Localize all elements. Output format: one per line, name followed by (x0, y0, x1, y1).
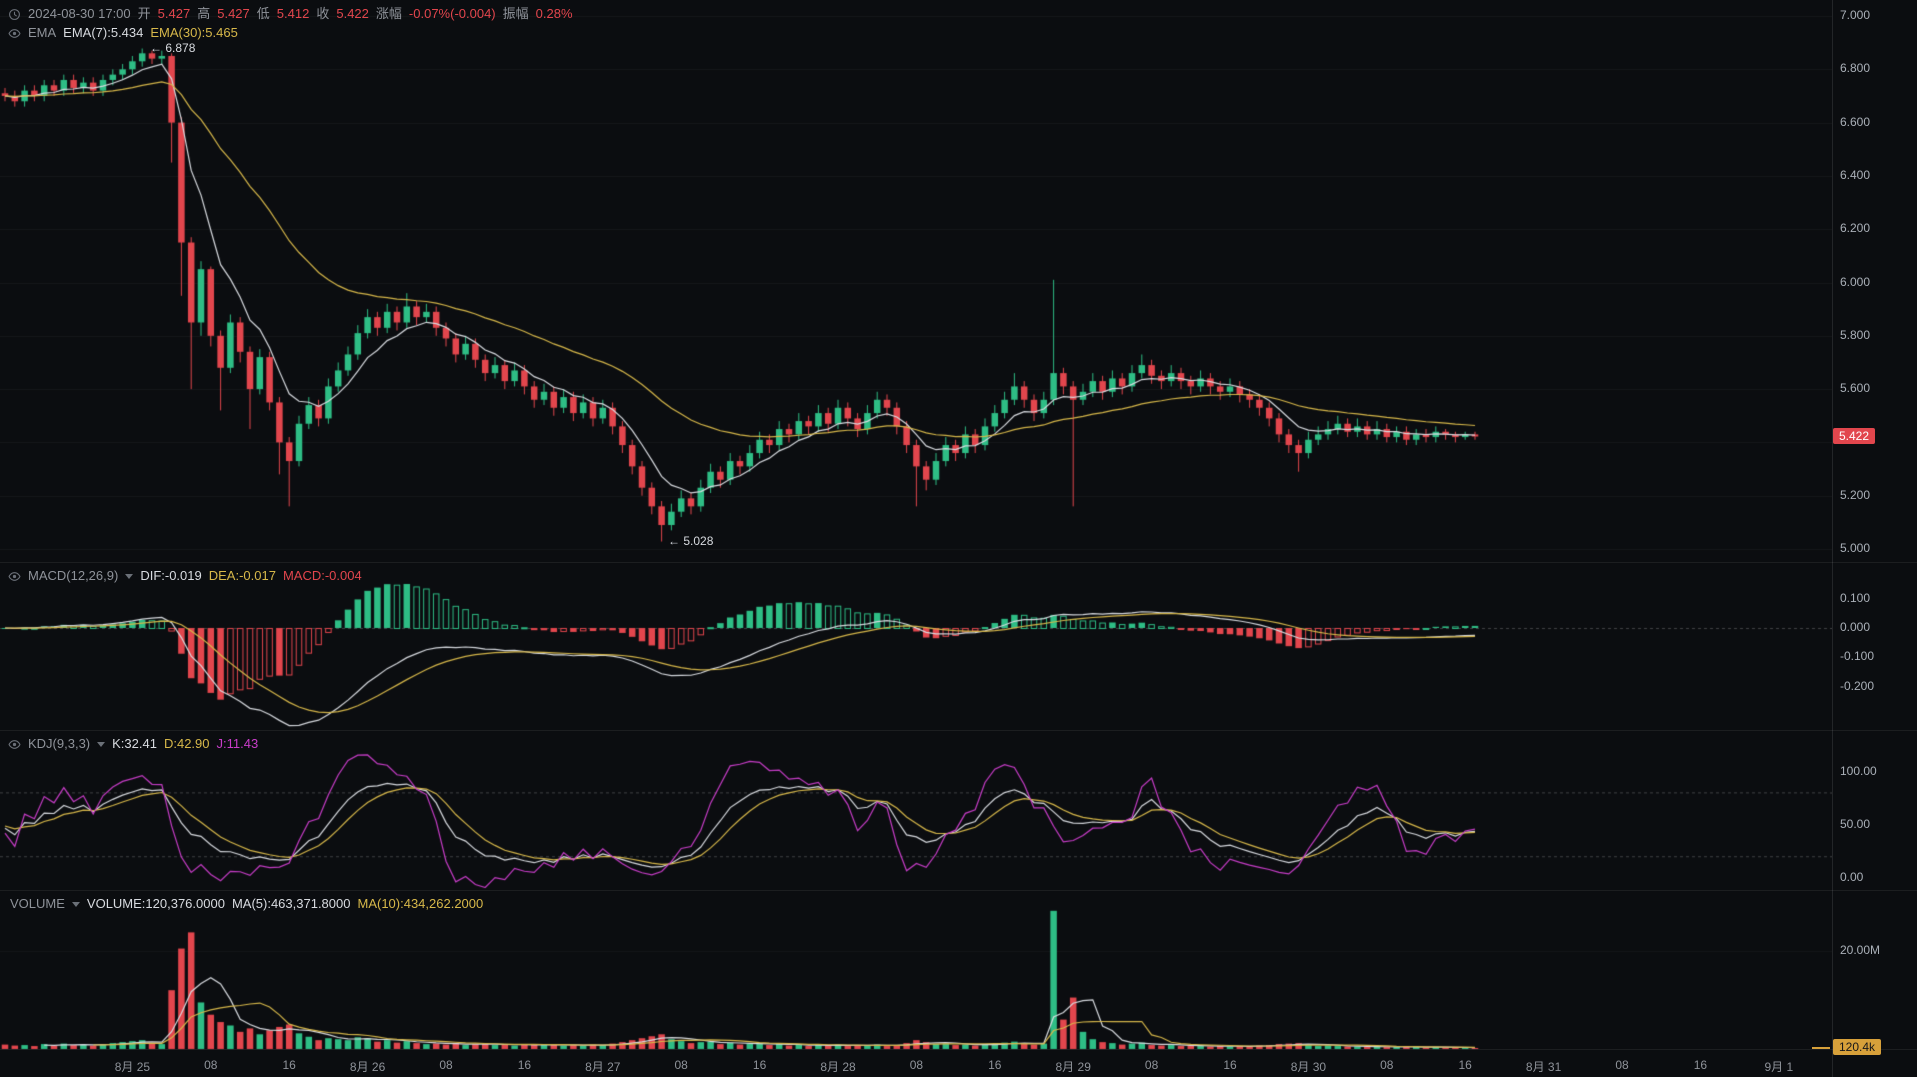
time-axis-label[interactable]: 16 (282, 1058, 296, 1072)
volume-ma5-value: MA(5):463,371.8000 (231, 896, 351, 911)
volume-ma10-value: MA(10):434,262.2000 (357, 896, 484, 911)
macd-header: MACD(12,26,9) DIF:-0.019 DEA:-0.017 MACD… (8, 568, 362, 584)
time-axis-label[interactable]: 16 (1223, 1058, 1237, 1072)
volume-value: VOLUME:120,376.0000 (86, 896, 225, 911)
panel-divider-volume (0, 890, 1917, 891)
macd-axis-label: 0.000 (1840, 620, 1871, 634)
macd-hist-value: MACD:-0.004 (282, 568, 362, 583)
price-axis-label: 6.200 (1840, 221, 1871, 236)
time-axis-label[interactable]: 8月 29 (1055, 1060, 1091, 1074)
kdj-axis-label: 50.00 (1840, 816, 1871, 831)
ohlc-field-value: 5.427 (217, 6, 250, 21)
time-axis-label[interactable]: 08 (1380, 1058, 1394, 1072)
low-annotation: ← 5.028 (668, 534, 714, 548)
time-axis-label[interactable]: 08 (1144, 1058, 1159, 1072)
time-axis-label[interactable]: 8月 30 (1290, 1060, 1327, 1074)
time-axis-label[interactable]: 08 (674, 1058, 688, 1072)
chevron-down-icon[interactable] (97, 741, 106, 747)
ema-bar: EMA EMA(7):5.434 EMA(30):5.465 (8, 25, 238, 41)
macd-axis-label: -0.200 (1840, 678, 1875, 693)
price-axis-label: 7.000 (1840, 8, 1871, 22)
candlestick-chart-canvas[interactable] (0, 0, 1832, 1077)
macd-dif-value: DIF:-0.019 (140, 568, 202, 583)
panel-divider-kdj (0, 730, 1917, 731)
kdj-indicator-name[interactable]: KDJ(9,3,3) (28, 736, 91, 751)
ohlc-bar: 2024-08-30 17:00 开 5.427 高 5.427 低 5.412 收 5.42… (8, 6, 573, 22)
time-axis-label[interactable]: 08 (204, 1058, 218, 1072)
kdj-axis-label: 100.00 (1840, 763, 1877, 778)
time-axis-label[interactable]: 08 (1615, 1058, 1629, 1072)
time-axis-label[interactable]: 8月 27 (585, 1060, 621, 1074)
eye-icon[interactable] (8, 27, 21, 40)
time-axis-label[interactable]: 8月 26 (349, 1060, 386, 1074)
time-axis-label[interactable]: 8月 28 (820, 1060, 856, 1074)
kdj-j-value: J:11.43 (216, 736, 259, 751)
ohlc-field-label: 高 (197, 6, 211, 21)
time-axis-label[interactable]: 16 (988, 1058, 1002, 1072)
ohlc-field-value: -0.07%(-0.004) (408, 6, 496, 21)
time-axis-label[interactable]: 9月 1 (1764, 1060, 1794, 1074)
ohlc-field-label: 振幅 (502, 6, 529, 21)
price-axis-label: 5.800 (1840, 327, 1871, 342)
high-annotation: ← 6.878 (150, 41, 196, 55)
price-axis-divider (1832, 0, 1833, 1077)
price-axis-label: 6.400 (1840, 167, 1871, 182)
ohlc-field-label: 低 (256, 6, 270, 21)
ohlc-field-label: 收 (316, 6, 330, 21)
volume-indicator-name[interactable]: VOLUME (10, 896, 65, 911)
panel-divider-macd (0, 562, 1917, 563)
macd-dea-value: DEA:-0.017 (208, 568, 276, 583)
time-axis-label[interactable]: 16 (517, 1058, 532, 1072)
kdj-k-value: K:32.41 (112, 736, 157, 751)
chevron-down-icon[interactable] (71, 901, 80, 907)
time-axis-label[interactable]: 8月 25 (114, 1060, 151, 1074)
kdj-header: KDJ(9,3,3) K:32.41 D:42.90 J:11.43 (8, 736, 258, 752)
price-axis-label: 6.000 (1840, 274, 1871, 289)
ohlc-fields: 开 5.427 高 5.427 低 5.412 收 5.422 涨幅 -0.07%(-0.004)… (138, 6, 573, 22)
time-axis-label[interactable]: 16 (1458, 1058, 1472, 1072)
current-volume-badge: 120.4k (1833, 1039, 1882, 1055)
chevron-down-icon[interactable] (125, 573, 134, 579)
ohlc-field-value: 5.422 (336, 6, 369, 21)
candle-datetime: 2024-08-30 17:00 (28, 6, 131, 21)
kdj-axis-label: 0.00 (1840, 870, 1864, 884)
macd-axis-label: 0.100 (1840, 590, 1871, 605)
volume-header: VOLUME VOLUME:120,376.0000 MA(5):463,371… (10, 896, 483, 912)
time-axis-label[interactable]: 16 (1693, 1058, 1708, 1072)
price-axis-label: 6.800 (1840, 61, 1871, 76)
macd-axis-label: -0.100 (1840, 649, 1875, 664)
volume-axis-label: 20.00M (1840, 943, 1881, 957)
time-axis-label[interactable]: 08 (439, 1058, 453, 1072)
ohlc-field-label: 涨幅 (375, 6, 402, 21)
macd-indicator-name[interactable]: MACD(12,26,9) (28, 568, 119, 583)
time-axis-label[interactable]: 16 (752, 1058, 767, 1072)
eye-icon[interactable] (8, 738, 21, 751)
ema30-value: EMA(30):5.465 (150, 25, 238, 40)
clock-icon[interactable] (8, 8, 21, 21)
time-axis-label[interactable]: 8月 31 (1525, 1060, 1562, 1074)
ema7-value: EMA(7):5.434 (63, 25, 144, 40)
last-price-badge: 5.422 (1833, 428, 1876, 444)
ohlc-field-value: 5.427 (157, 6, 191, 21)
time-axis-label[interactable]: 08 (909, 1058, 924, 1072)
panel-divider-timeaxis (0, 1049, 1917, 1050)
kdj-d-value: D:42.90 (163, 736, 210, 751)
eye-icon[interactable] (8, 570, 21, 583)
price-axis-label: 5.600 (1840, 381, 1871, 396)
ohlc-field-value: 5.412 (276, 6, 310, 21)
ema-indicator-name[interactable]: EMA (28, 25, 57, 40)
price-axis-label: 5.200 (1840, 487, 1871, 502)
ohlc-field-value: 0.28% (535, 6, 573, 21)
ohlc-field-label: 开 (137, 6, 151, 21)
price-axis-label: 5.000 (1840, 541, 1871, 555)
price-axis-label: 6.600 (1840, 114, 1871, 129)
volume-level-dash (1812, 1047, 1830, 1049)
